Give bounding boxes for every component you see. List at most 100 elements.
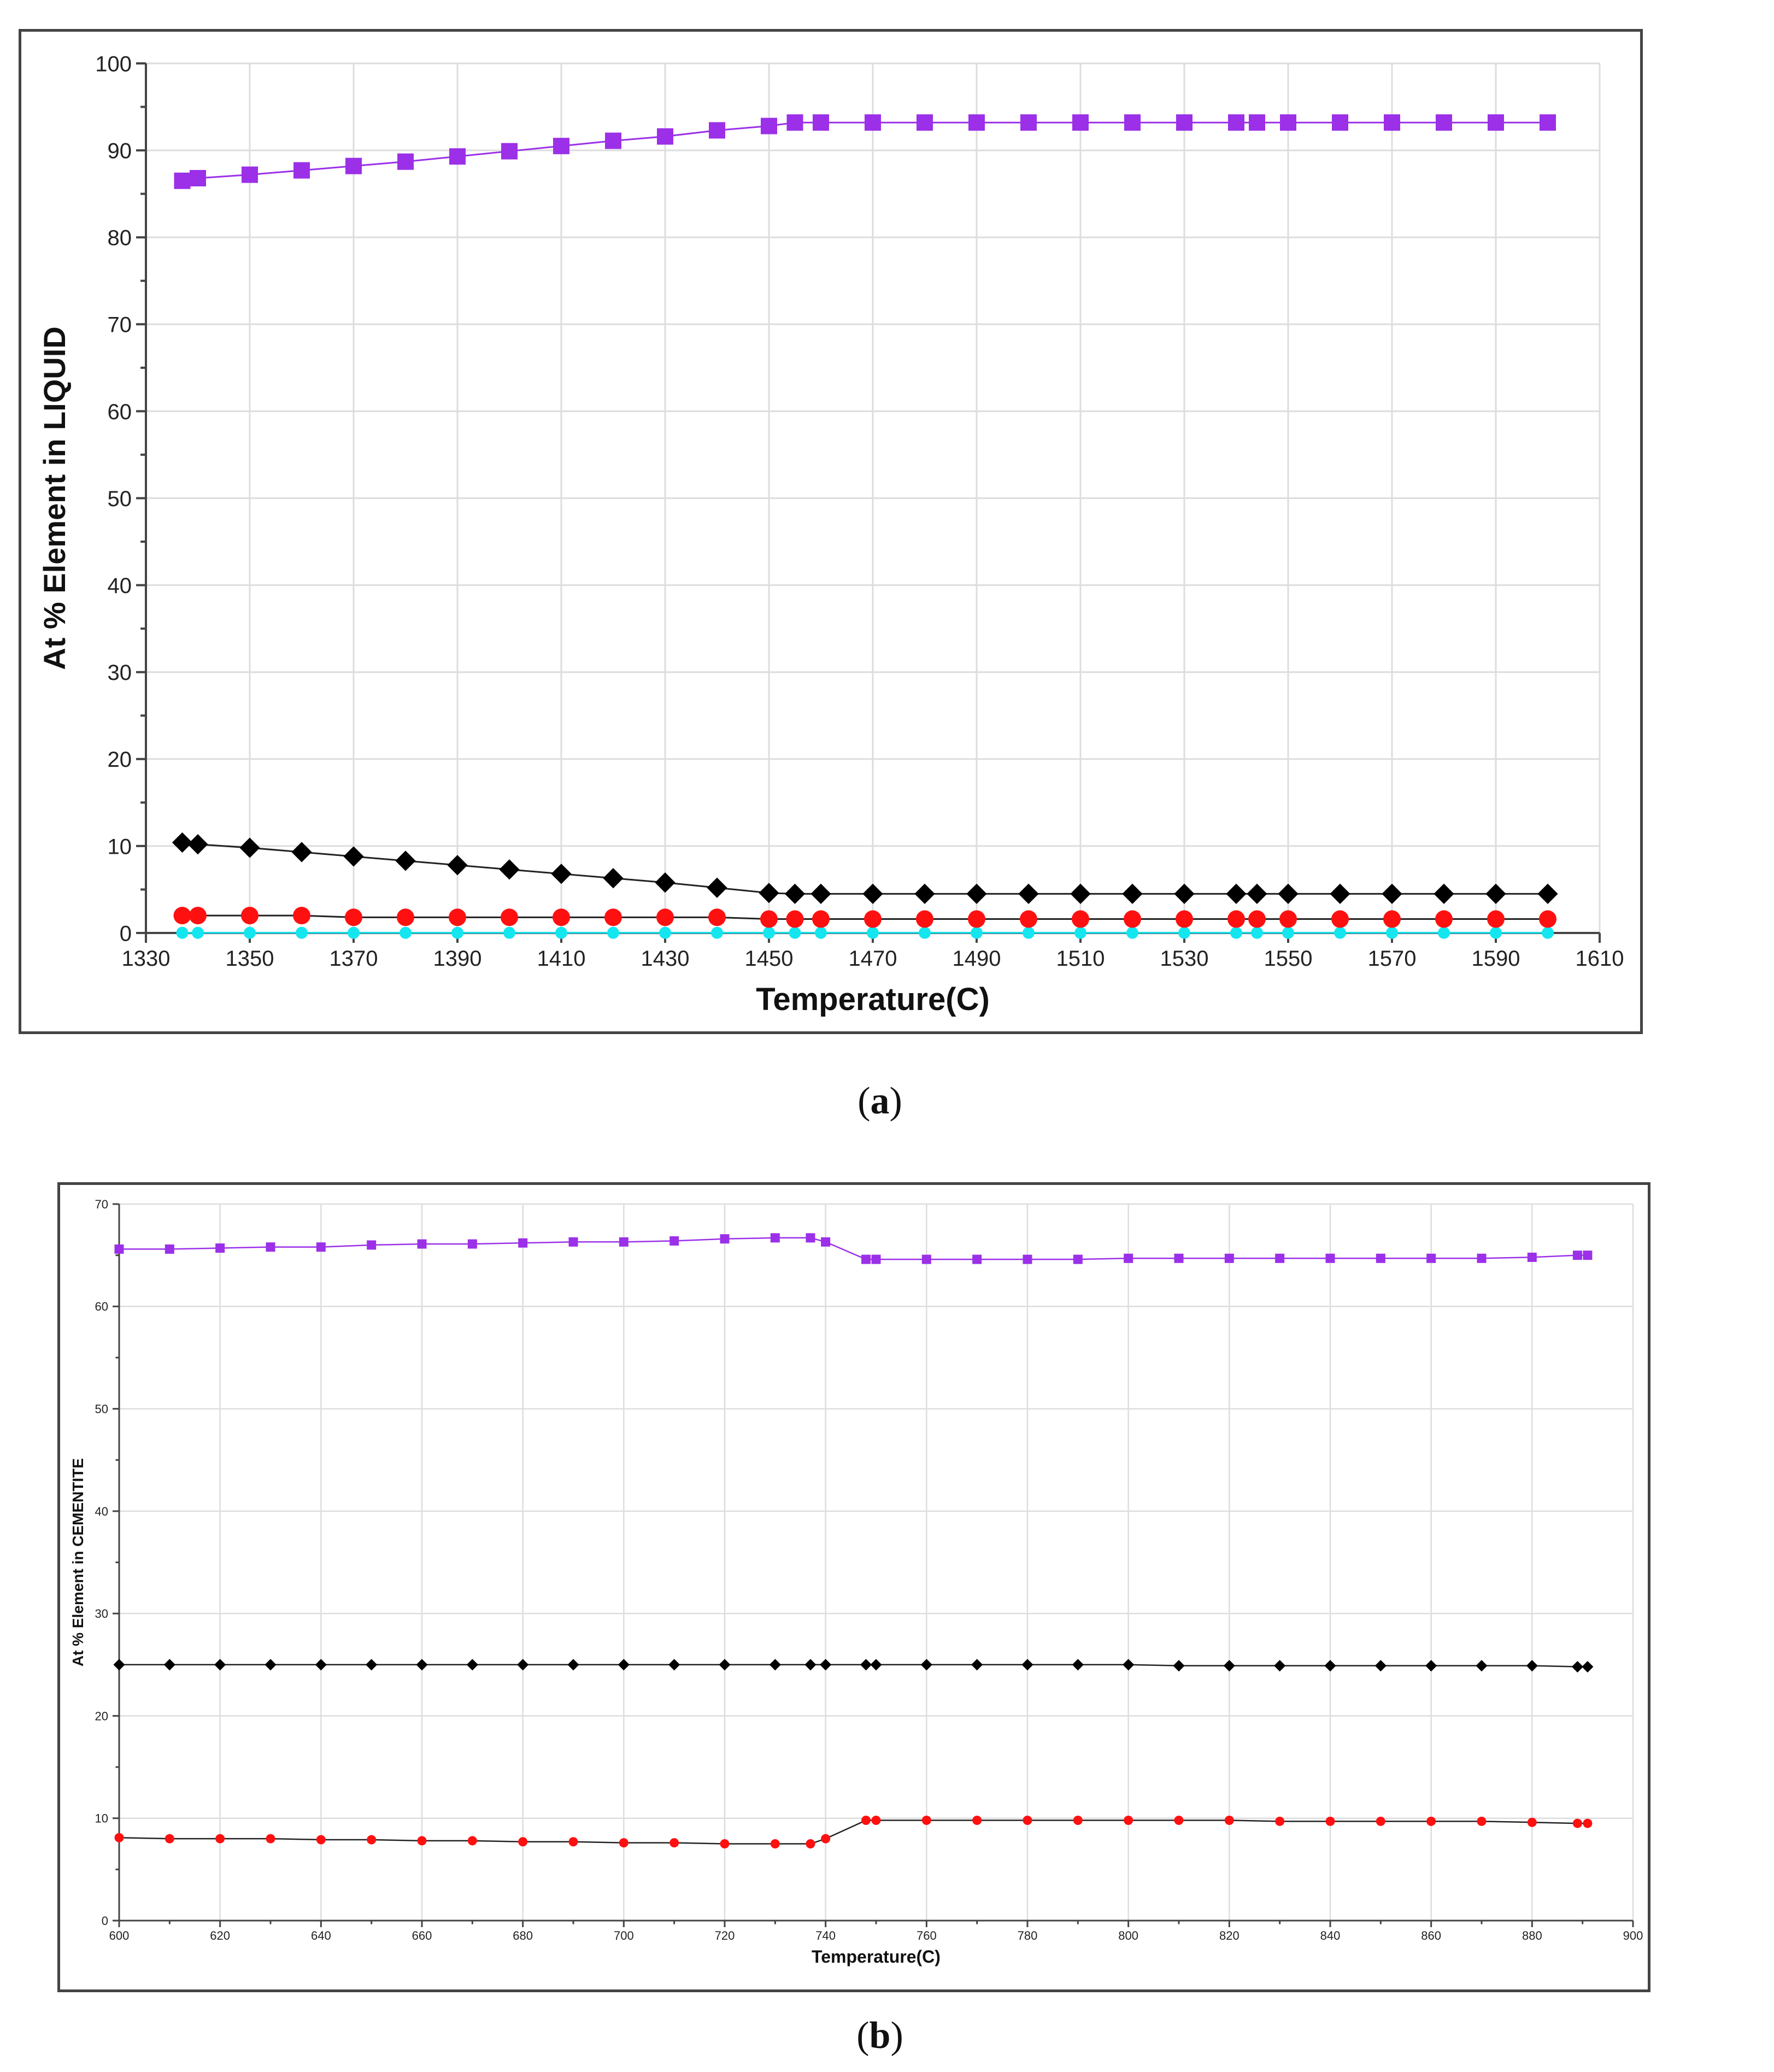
point-fe xyxy=(1023,1254,1032,1264)
point-c xyxy=(1223,1660,1235,1672)
x-tick-label: 1610 xyxy=(1576,947,1624,971)
x-tick-label: 1550 xyxy=(1264,947,1313,971)
point-fe xyxy=(266,1242,275,1252)
x-tick-label: 620 xyxy=(210,1929,230,1942)
point-s xyxy=(815,926,827,939)
point-cr xyxy=(316,1835,326,1845)
point-c xyxy=(172,832,193,853)
point-fe xyxy=(316,1242,326,1252)
point-fe xyxy=(619,1237,628,1247)
point-c xyxy=(1571,1660,1583,1673)
point-c xyxy=(914,883,935,905)
y-tick-label: 10 xyxy=(95,1812,108,1826)
line-fe xyxy=(182,121,1548,182)
point-c xyxy=(343,846,364,867)
point-fe xyxy=(467,1239,477,1249)
point-cr xyxy=(708,908,726,926)
x-tick-label: 1370 xyxy=(330,947,378,971)
y-tick-label: 70 xyxy=(95,1198,108,1211)
x-tick-label: 880 xyxy=(1522,1929,1542,1942)
point-fe xyxy=(1572,1251,1582,1260)
y-tick-label: 40 xyxy=(108,574,132,598)
point-cr xyxy=(397,908,414,926)
point-cr xyxy=(501,908,518,926)
point-fe xyxy=(605,132,621,149)
y-axis-label: At % Element in LIQUID xyxy=(37,326,72,670)
point-fe xyxy=(709,122,725,139)
point-fe xyxy=(174,172,191,189)
y-tick-label: 80 xyxy=(108,226,132,250)
point-s xyxy=(1282,926,1294,939)
point-fe xyxy=(1540,114,1556,131)
point-fe xyxy=(1488,114,1504,131)
point-s xyxy=(919,926,931,939)
x-tick-label: 840 xyxy=(1320,1929,1341,1942)
point-c xyxy=(804,1659,816,1671)
point-cr xyxy=(518,1837,528,1847)
point-c xyxy=(1274,1660,1286,1672)
x-tick-label: 740 xyxy=(815,1929,836,1942)
point-fe xyxy=(1176,114,1193,131)
series-cr xyxy=(173,907,1556,928)
point-c xyxy=(187,834,208,855)
point-c xyxy=(1021,1659,1033,1671)
point-c xyxy=(603,868,624,889)
point-fe xyxy=(165,1244,174,1254)
y-tick-label: 40 xyxy=(95,1505,108,1518)
point-s xyxy=(1386,926,1398,939)
point-c xyxy=(810,883,831,905)
point-cr xyxy=(1331,910,1349,928)
point-fe xyxy=(417,1239,427,1249)
point-cr xyxy=(165,1834,174,1844)
point-cr xyxy=(1426,1816,1436,1826)
point-fe xyxy=(921,1254,931,1264)
point-s xyxy=(659,926,671,939)
x-tick-label: 660 xyxy=(412,1929,432,1942)
series-c xyxy=(113,1659,1594,1673)
point-c xyxy=(769,1659,781,1671)
point-cr xyxy=(968,910,985,928)
point-c xyxy=(551,864,572,884)
point-c xyxy=(1582,1660,1594,1673)
point-s xyxy=(451,926,463,939)
point-c xyxy=(1123,1659,1135,1671)
point-s xyxy=(1230,926,1242,939)
point-c xyxy=(719,1659,731,1671)
line-fe xyxy=(119,1237,1588,1260)
point-fe xyxy=(397,153,414,170)
point-c xyxy=(759,883,779,903)
x-tick-label: 760 xyxy=(917,1929,937,1942)
y-tick-label: 50 xyxy=(95,1402,108,1416)
point-fe xyxy=(669,1236,679,1246)
point-fe xyxy=(861,1254,871,1264)
y-tick-label: 20 xyxy=(95,1709,108,1723)
point-fe xyxy=(1174,1253,1184,1263)
point-s xyxy=(1023,926,1035,939)
point-cr xyxy=(972,1815,982,1825)
point-fe xyxy=(1477,1253,1487,1263)
caption-b-letter: b xyxy=(869,2015,891,2057)
chart-panel-cementite: 600 620 640 660 680 700 720 740 760 780 800 820 840 8… xyxy=(57,1182,1774,1992)
point-fe xyxy=(1249,114,1265,131)
point-fe xyxy=(449,148,466,165)
series-cr xyxy=(114,1815,1593,1849)
point-s xyxy=(1334,926,1346,939)
point-c xyxy=(1324,1660,1336,1672)
point-fe xyxy=(821,1237,831,1247)
point-cr xyxy=(553,908,570,926)
point-c xyxy=(966,883,987,905)
point-c xyxy=(517,1659,529,1671)
point-fe xyxy=(865,114,881,131)
point-c xyxy=(416,1659,428,1671)
point-cr xyxy=(1583,1818,1593,1828)
y-tick-label: 0 xyxy=(120,921,132,946)
point-fe xyxy=(367,1240,377,1250)
point-cr xyxy=(1224,1815,1234,1825)
x-tick-label: 1470 xyxy=(849,947,897,971)
point-c xyxy=(862,883,883,905)
point-cr xyxy=(1325,1816,1335,1826)
point-c xyxy=(447,855,468,876)
x-tick-label: 860 xyxy=(1421,1929,1441,1942)
point-c xyxy=(1382,883,1402,905)
series-fe xyxy=(114,1233,1593,1264)
